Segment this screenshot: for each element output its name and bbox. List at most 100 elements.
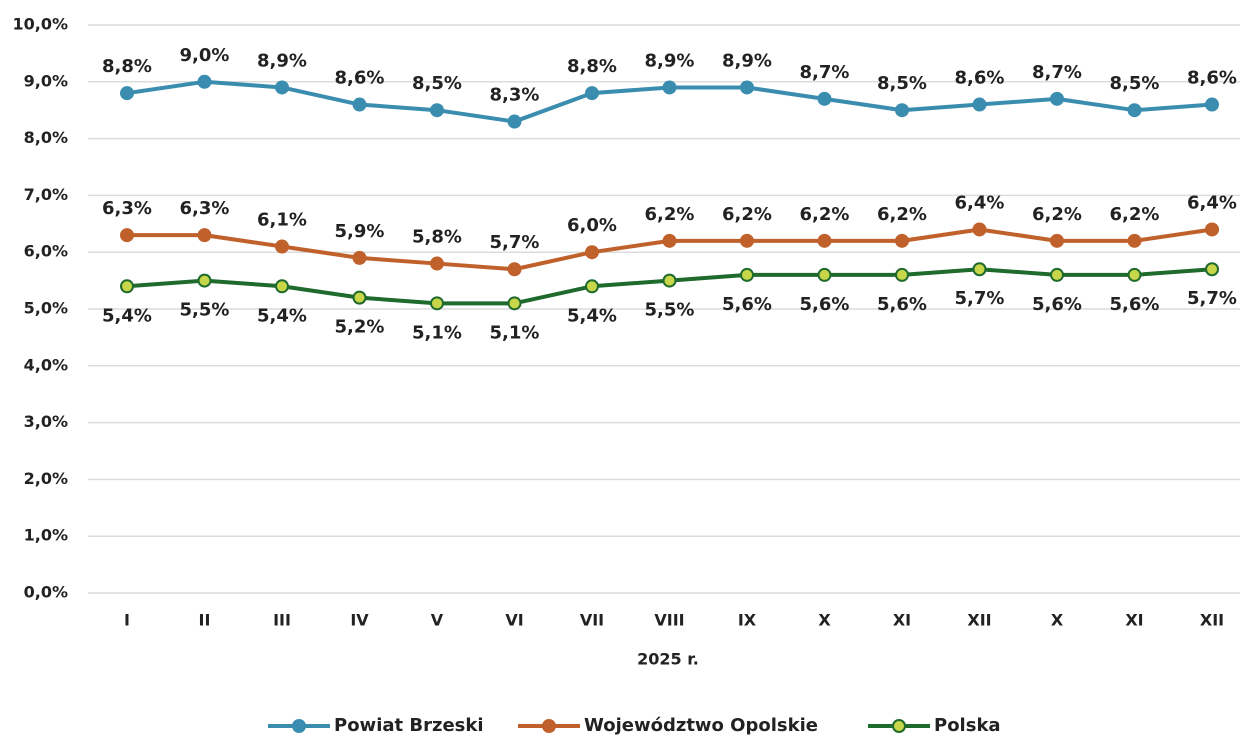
point-marker <box>1050 91 1064 106</box>
value-label: 6,2% <box>1032 204 1082 225</box>
x-tick-label: X <box>1051 611 1064 630</box>
point-marker <box>430 296 444 311</box>
point-marker <box>1127 103 1142 118</box>
value-label: 6,2% <box>800 204 850 225</box>
x-tick-label: V <box>431 611 444 630</box>
value-label: 5,5% <box>645 300 695 321</box>
y-tick-label: 6,0% <box>24 242 68 261</box>
legend-marker <box>892 719 906 733</box>
point-marker <box>352 97 367 112</box>
x-tick-label: IX <box>738 611 757 630</box>
value-label: 6,2% <box>1110 204 1160 225</box>
value-label: 5,9% <box>335 221 385 242</box>
point-marker <box>740 267 754 282</box>
point-marker <box>430 103 444 118</box>
value-label: 8,5% <box>1110 73 1160 94</box>
x-tick-label: VIII <box>654 611 684 630</box>
y-tick-label: 2,0% <box>24 469 68 488</box>
value-label: 5,4% <box>567 305 617 326</box>
value-label: 5,6% <box>1032 294 1082 315</box>
point-marker <box>972 262 987 277</box>
value-label: 8,9% <box>722 50 772 71</box>
value-label: 6,4% <box>1187 192 1237 213</box>
value-label: 6,4% <box>955 192 1005 213</box>
value-label: 6,3% <box>102 198 152 219</box>
point-marker <box>1050 267 1064 282</box>
point-marker <box>585 86 599 101</box>
point-marker <box>662 80 677 95</box>
y-tick-label: 9,0% <box>24 71 68 90</box>
point-marker <box>507 114 522 129</box>
value-label: 6,2% <box>645 204 695 225</box>
value-label: 5,6% <box>1110 294 1160 315</box>
point-marker <box>197 273 212 288</box>
y-tick-label: 4,0% <box>24 355 68 374</box>
value-label: 6,1% <box>257 210 307 231</box>
value-label: 5,2% <box>335 317 385 338</box>
legend-label: Polska <box>934 715 1001 736</box>
point-marker <box>817 91 832 106</box>
value-label: 5,1% <box>412 322 462 343</box>
point-marker <box>197 228 212 243</box>
point-marker <box>352 250 367 265</box>
point-marker <box>1127 233 1142 248</box>
value-label: 8,7% <box>1032 62 1082 83</box>
value-label: 8,8% <box>567 56 617 77</box>
point-marker <box>972 222 987 237</box>
value-label: 5,6% <box>800 294 850 315</box>
value-label: 8,3% <box>490 85 540 106</box>
value-label: 8,5% <box>412 73 462 94</box>
point-marker <box>895 233 909 248</box>
y-tick-label: 1,0% <box>24 526 68 545</box>
value-label: 8,6% <box>335 68 385 89</box>
value-label: 8,9% <box>645 50 695 71</box>
y-tick-label: 8,0% <box>24 128 68 147</box>
value-label: 5,6% <box>877 294 927 315</box>
legend-label: Powiat Brzeski <box>334 715 484 736</box>
legend-label: Województwo Opolskie <box>584 715 818 736</box>
value-label: 5,4% <box>257 305 307 326</box>
point-marker <box>662 273 677 288</box>
point-marker <box>895 267 909 282</box>
value-label: 6,3% <box>180 198 230 219</box>
point-marker <box>585 245 599 260</box>
x-tick-label: XII <box>1200 611 1224 630</box>
value-label: 8,8% <box>102 56 152 77</box>
point-marker <box>895 103 909 118</box>
point-marker <box>662 233 677 248</box>
legend-marker <box>542 719 556 733</box>
x-axis-label: 2025 r. <box>637 650 699 669</box>
y-tick-label: 7,0% <box>24 185 68 204</box>
x-tick-label: XI <box>893 611 911 630</box>
value-label: 8,9% <box>257 50 307 71</box>
point-marker <box>507 296 522 311</box>
x-tick-label: XI <box>1125 611 1143 630</box>
point-marker <box>120 228 134 243</box>
point-marker <box>275 279 289 294</box>
value-label: 6,2% <box>877 204 927 225</box>
value-label: 8,5% <box>877 73 927 94</box>
point-marker <box>817 233 832 248</box>
point-marker <box>1205 222 1219 237</box>
value-label: 6,2% <box>722 204 772 225</box>
point-marker <box>507 262 522 277</box>
y-tick-label: 0,0% <box>24 583 68 602</box>
value-label: 5,5% <box>180 300 230 321</box>
x-tick-label: VII <box>580 611 604 630</box>
x-tick-label: XII <box>967 611 991 630</box>
x-tick-label: IV <box>350 611 369 630</box>
point-marker <box>430 256 444 271</box>
y-tick-label: 3,0% <box>24 412 68 431</box>
point-marker <box>972 97 987 112</box>
value-label: 8,7% <box>800 62 850 83</box>
point-marker <box>275 239 289 254</box>
value-label: 5,7% <box>1187 288 1237 309</box>
value-label: 5,7% <box>955 288 1005 309</box>
point-marker <box>197 74 212 89</box>
value-label: 8,6% <box>1187 68 1237 89</box>
y-tick-label: 10,0% <box>12 15 68 34</box>
value-label: 5,7% <box>490 232 540 253</box>
point-marker <box>1127 267 1142 282</box>
y-tick-label: 5,0% <box>24 299 68 318</box>
value-label: 8,6% <box>955 68 1005 89</box>
